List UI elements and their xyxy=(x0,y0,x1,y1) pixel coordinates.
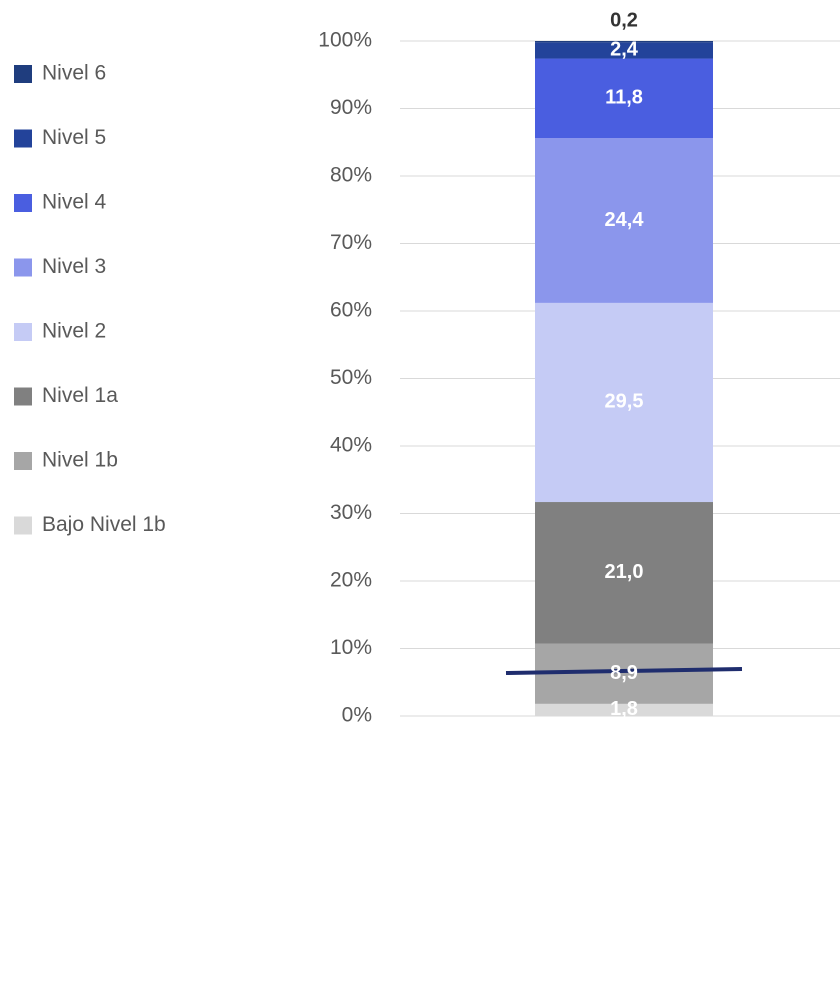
legend-label: Nivel 5 xyxy=(42,126,106,149)
data-label: 2,4 xyxy=(610,39,639,61)
legend-label: Nivel 1a xyxy=(42,384,118,407)
y-tick-label: 70% xyxy=(330,231,372,254)
legend-label: Nivel 1b xyxy=(42,449,118,472)
labels: 0% 10% 20% 30% 40% 50% 60% 70% 80% 90% 100% 1,8 8,9 2… xyxy=(14,9,645,727)
legend-label: Nivel 3 xyxy=(42,255,106,278)
bar-segment xyxy=(535,502,713,644)
legend-swatch xyxy=(14,387,32,406)
bar-segment xyxy=(535,302,713,503)
bar-segment xyxy=(535,58,713,139)
bar-segment xyxy=(535,138,713,303)
y-tick-label: 30% xyxy=(330,501,372,524)
legend-label: Nivel 4 xyxy=(42,191,107,214)
bar-segment xyxy=(535,42,713,59)
y-tick-label: 60% xyxy=(330,299,372,322)
legend-swatch xyxy=(14,258,32,277)
data-label: 24,4 xyxy=(605,209,645,231)
y-tick-label: 10% xyxy=(330,636,372,659)
data-label: 11,8 xyxy=(605,87,643,109)
data-label: 1,8 xyxy=(610,698,638,720)
legend-label: Nivel 2 xyxy=(42,320,106,343)
data-label: 29,5 xyxy=(605,391,644,413)
bars xyxy=(535,41,713,716)
legend-swatch xyxy=(14,516,32,535)
y-tick-label: 90% xyxy=(330,96,372,119)
data-label: 0,2 xyxy=(610,9,638,31)
y-tick-label: 40% xyxy=(330,434,372,457)
legend-label: Bajo Nivel 1b xyxy=(42,513,166,536)
legend-swatch xyxy=(14,452,32,470)
y-tick-label: 80% xyxy=(330,164,372,187)
legend-swatch xyxy=(14,129,32,148)
data-label: 21,0 xyxy=(605,561,644,583)
bar-segment xyxy=(535,703,713,716)
bar-segment xyxy=(535,41,713,43)
legend-swatch xyxy=(14,194,32,212)
y-tick-label: 20% xyxy=(330,569,372,592)
threshold-line xyxy=(505,667,743,675)
data-label: 8,9 xyxy=(610,662,638,684)
y-tick-label: 50% xyxy=(330,366,372,389)
y-tick-label: 0% xyxy=(342,704,372,727)
legend-swatch xyxy=(14,65,32,83)
legend-label: Nivel 6 xyxy=(42,62,106,85)
legend-swatch xyxy=(14,323,32,341)
y-tick-label: 100% xyxy=(318,29,372,52)
